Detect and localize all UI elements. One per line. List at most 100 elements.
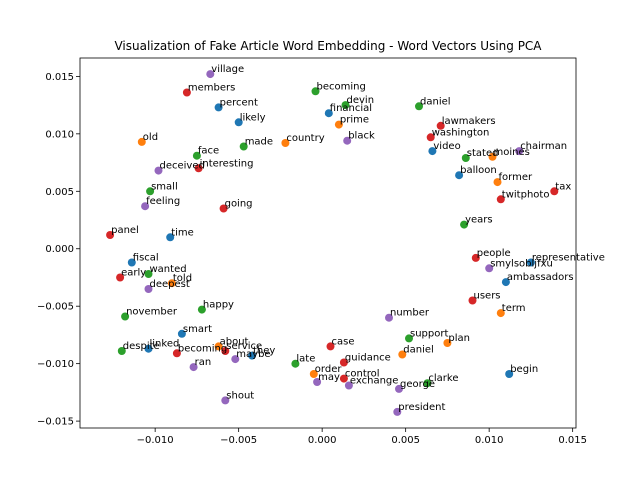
scatter-point [146, 187, 155, 196]
point-label: support [410, 328, 448, 339]
scatter-point [471, 253, 480, 262]
scatter-point [166, 233, 175, 242]
point-label: video [433, 141, 460, 152]
scatter-point [501, 278, 510, 287]
point-label: early [121, 268, 146, 279]
point-label: november [126, 307, 178, 318]
point-label: guidance [345, 353, 391, 364]
scatter-point [167, 279, 176, 288]
point-label: devin [347, 95, 375, 106]
point-label: users [474, 291, 501, 302]
point-label: former [499, 172, 533, 183]
scatter-point [221, 347, 230, 355]
scatter-point [127, 258, 136, 267]
x-tick-label: 0.015 [558, 435, 587, 446]
point-label: becoming [317, 81, 366, 92]
point-label: years [465, 215, 493, 226]
point-label: wanted [150, 264, 187, 275]
scatter-point [192, 151, 201, 160]
point-label: deceived [160, 161, 205, 172]
point-label: panel [111, 225, 139, 236]
scatter-point [496, 309, 505, 318]
labels-layer: village members percent becoming devin daniel… [111, 64, 605, 413]
scatter-point [460, 220, 469, 229]
point-label: despite [123, 341, 160, 352]
scatter-point [116, 273, 125, 282]
y-tick-label: −0.015 [37, 417, 74, 428]
point-label: fiscal [133, 253, 159, 264]
scatter-point [144, 270, 153, 278]
point-label: george [400, 379, 435, 390]
x-axis: −0.010 −0.005 0.000 0.005 0.010 0.015 [137, 428, 587, 446]
point-label: country [286, 133, 324, 144]
point-label: small [151, 181, 178, 192]
scatter-point [339, 358, 348, 367]
point-label: late [296, 354, 315, 365]
scatter-point [461, 154, 470, 162]
point-label: service [226, 341, 262, 352]
point-label: maybe [236, 349, 270, 360]
scatter-point [177, 329, 186, 338]
point-label: shout [226, 390, 254, 401]
y-tick-label: 0.010 [45, 129, 74, 140]
scatter-point [214, 342, 223, 351]
points-layer [106, 70, 559, 416]
point-label: representative [532, 253, 605, 264]
scatter-point [206, 70, 215, 79]
point-label: becoming [178, 343, 227, 354]
point-label: plan [448, 333, 470, 344]
scatter-point [385, 313, 393, 322]
point-label: clarke [428, 373, 458, 384]
scatter-point [485, 264, 494, 273]
point-label: moines [494, 147, 530, 158]
point-label: time [171, 227, 194, 238]
scatter-point [505, 370, 514, 378]
scatter-point [194, 164, 203, 173]
point-label: black [348, 131, 375, 142]
scatter-point [405, 334, 413, 343]
chart-title: Visualization of Fake Article Word Embed… [114, 39, 542, 53]
scatter-point [550, 187, 559, 196]
scatter-point [398, 350, 407, 359]
point-label: smylsobljfxu [490, 258, 553, 269]
scatter-point [214, 103, 223, 112]
scatter-point [443, 339, 452, 347]
scatter-point [426, 133, 435, 142]
scatter-point [121, 312, 130, 321]
point-label: ran [195, 357, 212, 368]
scatter-point [326, 342, 335, 351]
scatter-point [313, 378, 322, 386]
scatter-point [393, 407, 402, 416]
point-label: daniel [403, 345, 434, 356]
scatter-point [172, 349, 181, 358]
scatter-point [344, 381, 353, 390]
scatter-point [311, 87, 320, 96]
plot-frame [79, 57, 577, 429]
scatter-point [415, 102, 423, 111]
scatter-point [496, 195, 505, 204]
scatter-point [395, 384, 403, 393]
scatter-point [428, 147, 437, 156]
point-label: happy [203, 300, 234, 311]
point-label: about [220, 336, 249, 347]
scatter-point [221, 396, 230, 405]
scatter-point [234, 118, 243, 127]
point-label: stated [467, 148, 499, 159]
scatter-point [291, 359, 300, 368]
scatter-point [144, 285, 153, 293]
y-tick-label: 0.000 [45, 244, 74, 255]
scatter-point [106, 231, 115, 239]
y-tick-label: 0.015 [45, 72, 74, 83]
point-label: feeling [146, 196, 180, 207]
x-tick-label: 0.010 [475, 435, 504, 446]
scatter-point [197, 305, 206, 314]
scatter-point [141, 202, 150, 211]
point-label: begin [510, 364, 538, 375]
point-label: balloon [460, 165, 497, 176]
point-label: number [390, 308, 430, 319]
x-tick-label: −0.005 [220, 435, 257, 446]
scatter-point [436, 121, 445, 130]
y-tick-label: 0.005 [45, 187, 74, 198]
